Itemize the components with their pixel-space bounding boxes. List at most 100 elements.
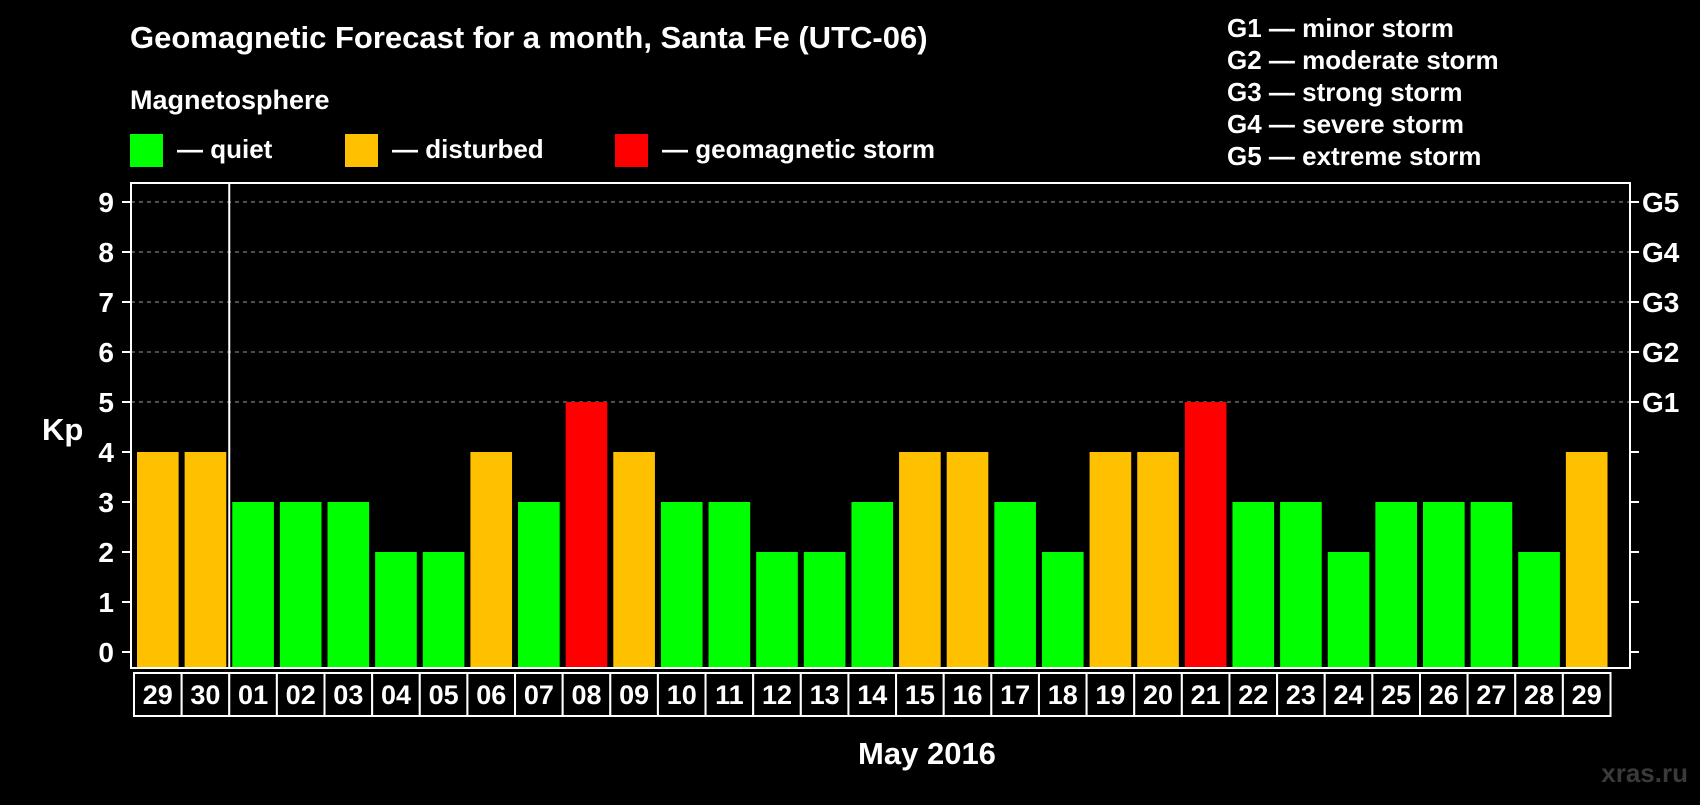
y-tick-label-7: 7	[98, 287, 114, 318]
x-tick-label-27: 25	[1381, 680, 1411, 710]
x-tick-label-7: 05	[429, 680, 459, 710]
legend-label-quiet: — quiet	[177, 134, 273, 164]
bar-13	[708, 502, 751, 668]
bar-9	[518, 502, 560, 668]
y-tick-label-9: 9	[98, 187, 114, 218]
x-tick-label-21: 19	[1095, 680, 1125, 710]
bar-18	[946, 452, 989, 668]
bar-17	[899, 452, 941, 668]
x-tick-cell-19	[990, 672, 1040, 717]
bar-21	[1089, 452, 1132, 668]
bar-27	[1375, 502, 1417, 668]
x-tick-cell-5	[323, 672, 374, 717]
x-tick-label-5: 03	[333, 680, 363, 710]
legend-label-disturbed: — disturbed	[392, 134, 544, 164]
right-tick-label-g2: G2	[1642, 337, 1679, 368]
x-tick-label-25: 23	[1286, 680, 1316, 710]
x-tick-label-9: 07	[524, 680, 554, 710]
x-tick-label-17: 15	[905, 680, 935, 710]
x-tick-cell-7	[418, 672, 469, 717]
x-tick-cell-16	[847, 672, 898, 717]
x-tick-label-15: 13	[810, 680, 840, 710]
storm-level-g4: G4 — severe storm	[1227, 109, 1464, 139]
y-tick-label-3: 3	[98, 487, 114, 518]
bar-6	[375, 552, 417, 668]
bar-15	[803, 552, 846, 668]
x-tick-label-20: 18	[1048, 680, 1078, 710]
x-tick-label-19: 17	[1000, 680, 1030, 710]
x-tick-cell-13	[704, 672, 755, 717]
bar-25	[1280, 502, 1322, 668]
x-tick-label-8: 06	[476, 680, 506, 710]
x-tick-label-22: 20	[1143, 680, 1173, 710]
bar-20	[1041, 552, 1084, 668]
storm-level-g3: G3 — strong storm	[1227, 77, 1462, 107]
bar-1	[137, 452, 179, 668]
x-tick-label-11: 09	[619, 680, 649, 710]
storm-level-g5: G5 — extreme storm	[1227, 141, 1481, 171]
x-tick-label-29: 27	[1476, 680, 1506, 710]
x-tick-label-16: 14	[857, 680, 887, 710]
x-tick-label-13: 11	[715, 680, 744, 710]
bar-12	[660, 502, 703, 668]
x-tick-label-6: 04	[381, 680, 411, 710]
bar-16	[851, 502, 894, 668]
bar-29	[1470, 502, 1513, 668]
bar-3	[232, 502, 274, 668]
x-tick-cell-25	[1276, 672, 1326, 717]
x-tick-label-26: 24	[1334, 680, 1364, 710]
bar-30	[1518, 552, 1560, 668]
right-tick-label-g3: G3	[1642, 287, 1679, 318]
x-tick-cell-20	[1037, 672, 1088, 717]
x-tick-label-4: 02	[286, 680, 316, 710]
bar-31	[1565, 452, 1608, 668]
x-tick-label-1: 29	[143, 680, 173, 710]
legend-label-storm: — geomagnetic storm	[662, 134, 935, 164]
x-tick-cell-6	[371, 672, 421, 717]
chart-title: Geomagnetic Forecast for a month, Santa …	[130, 20, 928, 55]
storm-level-g2: G2 — moderate storm	[1227, 45, 1499, 75]
bar-11	[613, 452, 655, 668]
x-tick-cell-17	[895, 672, 945, 717]
bar-4	[279, 502, 322, 668]
y-tick-label-6: 6	[98, 337, 114, 368]
plot-frame	[130, 182, 1631, 669]
x-tick-cell-31	[1561, 672, 1612, 717]
y-tick-label-5: 5	[98, 387, 114, 418]
x-tick-label-23: 21	[1191, 680, 1221, 710]
bar-19	[994, 502, 1036, 668]
x-tick-cell-23	[1180, 672, 1231, 717]
bar-23	[1184, 402, 1227, 668]
bar-22	[1137, 452, 1179, 668]
y-tick-label-4: 4	[98, 437, 114, 468]
bar-7	[422, 552, 465, 668]
x-tick-cell-14	[752, 672, 802, 717]
x-tick-label-2: 30	[190, 680, 220, 710]
x-tick-label-24: 22	[1238, 680, 1268, 710]
x-axis-label: May 2016	[858, 736, 996, 771]
chart-subtitle: Magnetosphere	[130, 85, 330, 115]
x-tick-label-12: 10	[667, 680, 697, 710]
bar-26	[1327, 552, 1370, 668]
right-tick-label-g1: G1	[1642, 387, 1679, 418]
x-tick-label-14: 12	[762, 680, 792, 710]
storm-level-g1: G1 — minor storm	[1227, 13, 1454, 43]
x-tick-cell-24	[1228, 672, 1279, 717]
right-tick-label-g4: G4	[1642, 237, 1680, 268]
x-tick-label-30: 28	[1524, 680, 1554, 710]
legend: — quiet — disturbed — geomagnetic storm	[130, 134, 935, 167]
bar-24	[1232, 502, 1275, 668]
legend-swatch-storm	[615, 134, 648, 167]
bar-2	[184, 452, 227, 668]
watermark-text: xras.ru	[1601, 758, 1688, 788]
legend-swatch-quiet	[130, 134, 163, 167]
x-tick-cell-22	[1133, 672, 1183, 717]
right-tick-label-g5: G5	[1642, 187, 1679, 218]
bar-8	[470, 452, 513, 668]
x-tick-label-18: 16	[952, 680, 982, 710]
bar-28	[1422, 502, 1465, 668]
bar-5	[327, 502, 370, 668]
storm-level-legend: G1 — minor storm G2 — moderate storm G3 …	[1227, 13, 1499, 171]
y-tick-label-2: 2	[98, 537, 114, 568]
